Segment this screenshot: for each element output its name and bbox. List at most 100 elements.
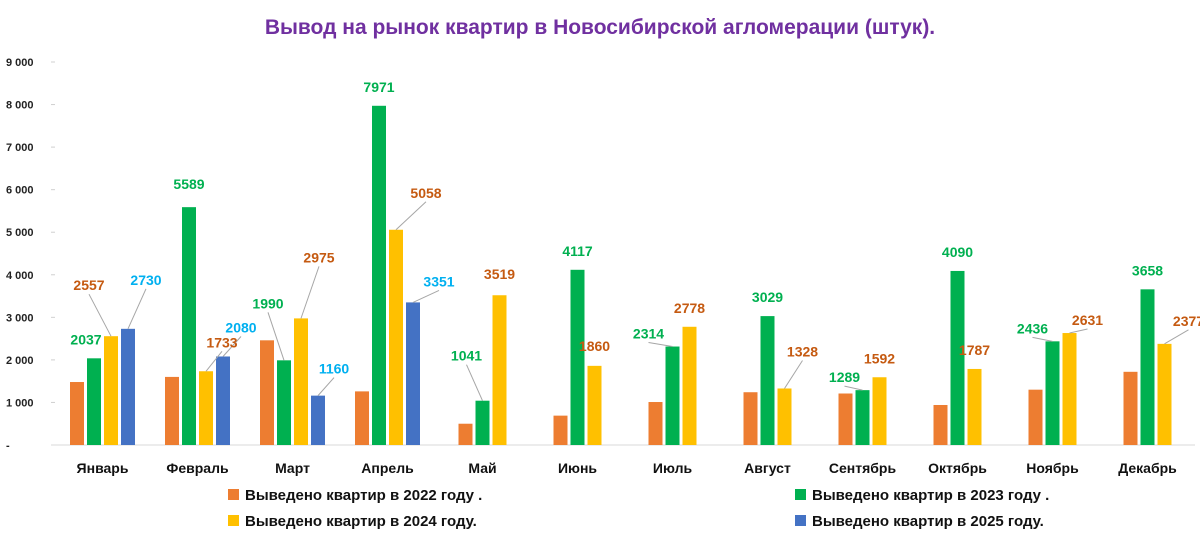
data-label-1-2: 1990	[252, 295, 283, 311]
data-label-3-1: 2080	[225, 319, 256, 335]
bar-1-9	[950, 270, 965, 445]
bar-1-2	[277, 360, 291, 445]
data-label-2-8: 1592	[864, 350, 895, 366]
label-leader-line	[267, 312, 285, 361]
data-label-1-6: 2314	[633, 326, 664, 342]
bar-3-2	[311, 395, 325, 445]
label-leader-line	[412, 289, 440, 303]
data-label-3-2: 1160	[319, 361, 350, 377]
legend-label-3: Выведено квартир в 2025 году.	[812, 513, 1044, 530]
bar-2-6	[682, 326, 697, 445]
bar-1-0	[87, 358, 101, 445]
data-label-2-11: 2377	[1173, 313, 1200, 329]
data-label-1-8: 1289	[829, 369, 860, 385]
legend-label-0: Выведено квартир в 2022 году .	[245, 487, 482, 504]
bar-2-1	[199, 371, 213, 445]
data-label-2-10: 2631	[1072, 312, 1103, 328]
legend: Выведено квартир в 2022 году . Выведено к…	[228, 487, 1049, 530]
bar-1-3	[372, 105, 386, 445]
bar-3-1	[216, 356, 230, 445]
bar-0-1	[165, 376, 179, 445]
label-leader-line	[1032, 336, 1053, 342]
bar-2-5	[587, 365, 602, 445]
label-leader-lines	[88, 201, 1189, 401]
y-tick-label: 7 000	[6, 142, 34, 154]
bar-2-11	[1157, 343, 1172, 445]
x-tick-label: Февраль	[166, 460, 229, 476]
label-leader-line	[844, 385, 863, 391]
legend-label-1: Выведено квартир в 2023 году .	[812, 487, 1049, 504]
bar-0-0	[70, 382, 84, 445]
y-tick-label: 9 000	[6, 57, 34, 69]
bars	[70, 105, 1172, 445]
y-axis: - 1 000 2 000 3 000 4 000 5 000 6 000 7 000 8 00…	[6, 57, 55, 452]
bar-0-3	[355, 391, 369, 445]
bar-2-2	[294, 318, 308, 445]
data-label-2-9: 1787	[959, 342, 990, 358]
x-tick-label: Декабрь	[1118, 460, 1177, 476]
bar-2-0	[104, 336, 118, 445]
data-label-2-6: 2778	[674, 300, 705, 316]
bar-2-4	[492, 295, 507, 445]
bar-0-11	[1123, 371, 1138, 445]
legend-swatch-1	[795, 489, 806, 500]
bar-1-8	[855, 390, 870, 445]
label-leader-line	[205, 350, 223, 372]
bar-2-7	[777, 388, 792, 445]
data-label-1-4: 1041	[451, 348, 482, 364]
data-label-2-5: 1860	[579, 338, 610, 354]
label-leader-line	[127, 288, 147, 330]
bar-0-5	[553, 415, 568, 445]
y-tick-label: 5 000	[6, 227, 34, 239]
bar-0-10	[1028, 389, 1043, 445]
data-label-3-3: 3351	[423, 273, 454, 289]
y-tick-label: 2 000	[6, 355, 34, 367]
label-leader-line	[1069, 328, 1088, 334]
x-tick-label: Март	[275, 460, 310, 476]
data-label-3-0: 2730	[130, 272, 161, 288]
label-leader-line	[1164, 329, 1189, 345]
label-leader-line	[395, 201, 427, 231]
data-label-1-9: 4090	[942, 244, 973, 260]
x-tick-label: Октябрь	[928, 460, 987, 476]
bar-1-4	[475, 400, 490, 445]
data-label-2-1: 1733	[206, 334, 237, 350]
bar-1-5	[570, 269, 585, 445]
data-label-1-0: 2037	[70, 331, 101, 347]
label-leader-line	[300, 266, 320, 319]
y-tick-label: 1 000	[6, 397, 34, 409]
label-leader-line	[88, 293, 112, 337]
label-leader-line	[466, 364, 483, 401]
bar-1-11	[1140, 289, 1155, 445]
bar-1-1	[182, 207, 196, 445]
data-label-1-1: 5589	[173, 176, 204, 192]
x-tick-label: Сентябрь	[829, 460, 897, 476]
chart-title: Вывод на рынок квартир в Новосибирской а…	[265, 16, 935, 39]
bar-1-10	[1045, 341, 1060, 445]
bar-0-7	[743, 392, 758, 445]
x-tick-label: Май	[468, 460, 496, 476]
legend-swatch-3	[795, 515, 806, 526]
x-tick-label: Январь	[77, 460, 129, 476]
bar-2-3	[389, 229, 403, 445]
label-leader-line	[648, 342, 673, 348]
legend-swatch-0	[228, 489, 239, 500]
bar-3-0	[121, 328, 135, 445]
x-tick-label: Июнь	[558, 460, 597, 476]
bar-0-8	[838, 393, 853, 445]
y-tick-label: 3 000	[6, 312, 34, 324]
x-tick-label: Август	[744, 460, 791, 476]
bar-3-3	[406, 302, 420, 445]
y-tick-label: 8 000	[6, 100, 34, 112]
legend-label-2: Выведено квартир в 2024 году.	[245, 513, 477, 530]
bar-0-4	[458, 423, 473, 445]
x-axis: Январь Февраль Март Апрель Май Июнь Июль Август…	[51, 444, 1195, 476]
x-tick-label: Апрель	[361, 460, 414, 476]
x-tick-label: Июль	[653, 460, 693, 476]
data-label-1-10: 2436	[1017, 320, 1048, 336]
bar-0-2	[260, 340, 274, 445]
y-tick-label: 4 000	[6, 270, 34, 282]
data-label-2-7: 1328	[787, 343, 818, 359]
label-leader-line	[784, 360, 803, 389]
